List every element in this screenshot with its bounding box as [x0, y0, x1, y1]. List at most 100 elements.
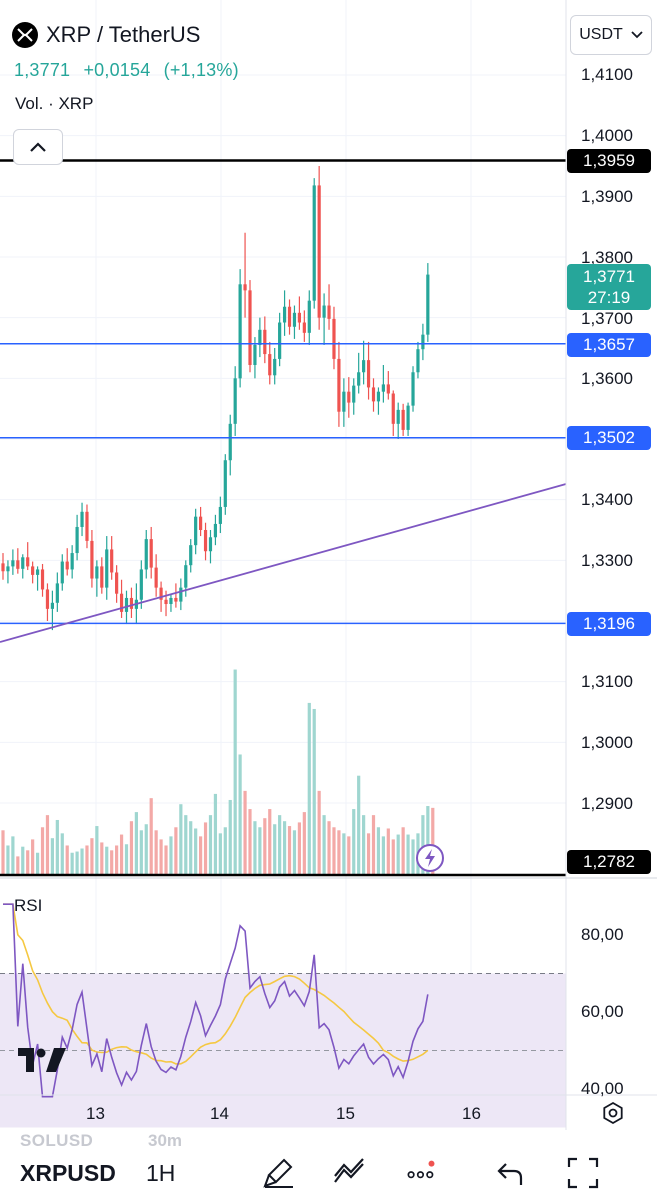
candle-body [194, 516, 198, 546]
volume-bar [213, 793, 218, 875]
candle-body [292, 312, 297, 327]
candle-body [307, 300, 311, 333]
candle-body [347, 391, 351, 403]
volume-bar [35, 852, 40, 875]
volume-bar [1, 830, 5, 875]
volume-bar [337, 830, 341, 875]
candle-body [327, 305, 331, 319]
volume-bar [352, 809, 356, 875]
candle-body [366, 360, 371, 388]
candle-body [287, 306, 292, 327]
volume-bar [174, 827, 178, 875]
volume-indicator-label[interactable]: Vol. · XRP [15, 94, 94, 113]
xrp-logo-icon [12, 22, 38, 48]
volume-bar [431, 807, 435, 875]
candle-body [100, 566, 104, 588]
fullscreen-icon[interactable] [566, 1156, 600, 1190]
tradingview-logo-icon [18, 1048, 66, 1072]
candle-body [411, 372, 415, 406]
symbol-selector[interactable]: XRPUSD [20, 1160, 116, 1186]
lightning-icon[interactable] [414, 842, 446, 874]
volume-bar [243, 790, 247, 875]
volume-bar [208, 815, 213, 875]
candle-body [179, 587, 183, 602]
volume-bar [26, 850, 30, 875]
trend-line [0, 483, 567, 643]
bottom-line-badge[interactable]: 1,2782 [567, 850, 651, 874]
candle-body [90, 540, 94, 579]
candle-body [40, 569, 45, 590]
candle-body [80, 511, 84, 527]
brush-icon[interactable] [262, 1156, 296, 1190]
level-upper-badge[interactable]: 1,3657 [567, 333, 651, 357]
candle-body [159, 587, 163, 600]
volume-bar [115, 845, 119, 875]
price-axis-label: 1,3800 [581, 248, 633, 267]
volume-bar [159, 839, 163, 875]
volume-bar [411, 839, 415, 875]
more-icon[interactable] [406, 1156, 440, 1190]
current-price-badge: 1,3771 27:19 [567, 264, 651, 310]
candle-body [371, 387, 376, 402]
volume-bar [317, 790, 321, 875]
undo-icon[interactable] [494, 1156, 528, 1190]
price-axis-label: 1,4100 [581, 65, 633, 84]
resistance-price-badge[interactable]: 1,3959 [567, 149, 651, 173]
candle-body [401, 409, 405, 430]
candle-body [203, 530, 208, 552]
volume-bar [139, 830, 143, 875]
candle-body [154, 567, 158, 588]
volume-bar [223, 827, 227, 875]
time-axis-label: 15 [336, 1104, 355, 1123]
collapse-legend-button[interactable] [13, 129, 63, 165]
candle-body [35, 569, 40, 575]
level-lower-badge[interactable]: 1,3502 [567, 426, 651, 450]
volume-bar [16, 856, 20, 875]
currency-button[interactable]: USDT [570, 15, 652, 55]
candle-body [55, 583, 59, 603]
level-bottom-badge[interactable]: 1,3196 [567, 612, 651, 636]
volume-bar [362, 815, 366, 875]
candle-body [164, 599, 168, 605]
volume-bar [75, 851, 79, 875]
interval-selector[interactable]: 1H [146, 1160, 176, 1186]
volume-bar [391, 839, 395, 875]
volume-bar [199, 836, 203, 875]
volume-bar [297, 822, 301, 875]
rsi-ma-line [3, 903, 429, 1065]
candle-body [317, 185, 321, 318]
candle-body [396, 409, 400, 424]
candle-body [243, 284, 247, 291]
price-axis-label: 1,2900 [581, 794, 633, 813]
volume-bar [312, 708, 316, 875]
rsi-indicator-label[interactable]: RSI [14, 896, 43, 915]
candle-body [119, 593, 124, 612]
symbol-row[interactable]: XRP / TetherUS [12, 22, 200, 48]
volume-bar [357, 775, 361, 875]
volume-bar [85, 845, 89, 875]
price-chart[interactable] [0, 0, 657, 1130]
volume-bar [169, 836, 173, 875]
candle-body [95, 566, 99, 579]
price-axis-label: 1,3100 [581, 672, 633, 691]
volume-bar [332, 827, 336, 875]
candle-body [174, 597, 178, 602]
candle-body [297, 312, 301, 323]
current-price-value: 1,3771 [583, 267, 635, 286]
volume-bar [401, 827, 405, 875]
candle-body [362, 360, 366, 373]
price-axis-label: 1,3400 [581, 490, 633, 509]
candle-body [124, 597, 129, 612]
volume-bar [65, 845, 69, 875]
gear-icon[interactable] [601, 1101, 625, 1125]
candle-body [406, 405, 410, 430]
indicators-icon[interactable] [332, 1156, 366, 1190]
candle-countdown: 27:19 [587, 288, 631, 307]
volume-bar [381, 836, 385, 875]
candle-body [228, 423, 232, 461]
rsi-line [3, 903, 429, 1098]
change-abs: +0,0154 [83, 60, 151, 80]
volume-bar [11, 836, 15, 875]
candle-body [144, 539, 148, 570]
rsi-axis-label: 60,00 [581, 1002, 624, 1021]
